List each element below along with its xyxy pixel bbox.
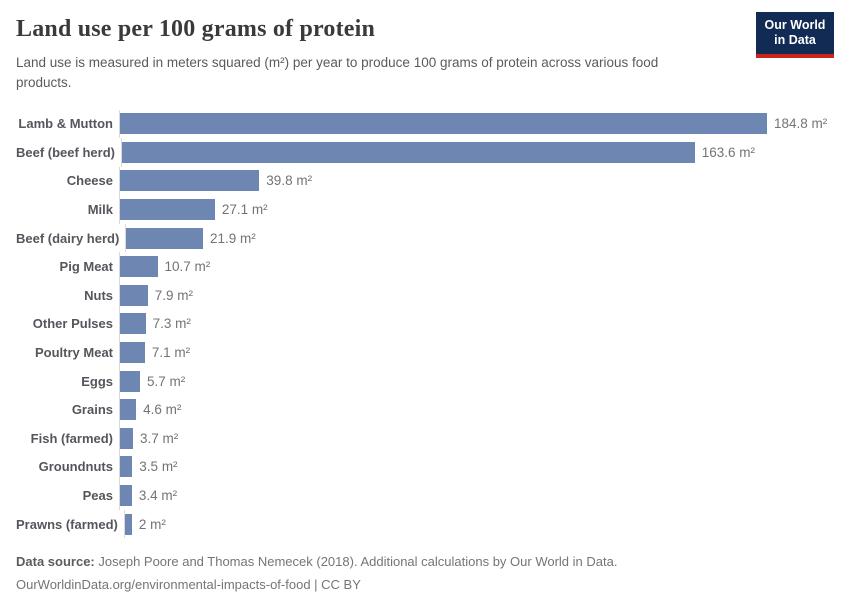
value-label: 2 m² — [138, 516, 166, 532]
chart-footer: Data source: Joseph Poore and Thomas Nem… — [16, 551, 834, 597]
value-label: 10.7 m² — [164, 259, 211, 275]
bar-cheese[interactable] — [120, 170, 260, 192]
category-label: Lamb & Mutton — [18, 116, 113, 132]
value-label: 3.5 m² — [139, 459, 178, 475]
bar-poultry-meat[interactable] — [120, 342, 145, 364]
bar-other-pulses[interactable] — [120, 313, 146, 335]
category-label: Prawns (farmed) — [16, 516, 118, 532]
category-label: Milk — [87, 202, 113, 218]
data-source-line: Data source: Joseph Poore and Thomas Nem… — [16, 551, 834, 574]
page-title: Land use per 100 grams of protein — [16, 16, 376, 42]
bar-beef-beef-herd[interactable] — [121, 141, 695, 163]
bar-area: 3.5 m² — [119, 452, 834, 482]
value-label: 39.8 m² — [266, 173, 313, 189]
category-label: Fish (farmed) — [30, 430, 113, 446]
value-label: 7.3 m² — [152, 316, 191, 332]
bar-nuts[interactable] — [120, 284, 148, 306]
category-label: Grains — [71, 402, 113, 418]
category-label: Poultry Meat — [34, 345, 113, 361]
bar-area: 184.8 m² — [119, 109, 834, 139]
bar-area: 7.9 m² — [119, 281, 834, 310]
chart-row: Peas 3.4 m² — [16, 481, 834, 510]
bar-area: 27.1 m² — [119, 195, 834, 224]
owid-logo-line1: Our World — [764, 18, 826, 32]
bar-groundnuts[interactable] — [120, 456, 133, 478]
category-label: Peas — [82, 488, 113, 504]
bar-area: 2 m² — [123, 509, 834, 539]
bar-lamb-mutton[interactable] — [120, 113, 767, 135]
bar-area: 21.9 m² — [125, 223, 834, 253]
value-label: 7.1 m² — [151, 345, 191, 361]
owid-logo[interactable]: Our World in Data — [756, 12, 834, 58]
bar-area: 3.4 m² — [119, 481, 834, 510]
bar-fish-farmed[interactable] — [120, 427, 133, 449]
bar-milk[interactable] — [120, 199, 215, 221]
category-label: Eggs — [81, 373, 113, 389]
chart-row: Fish (farmed) 3.7 m² — [16, 424, 834, 453]
data-source-text: Joseph Poore and Thomas Nemecek (2018). … — [98, 554, 618, 570]
value-label: 21.9 m² — [210, 230, 256, 246]
value-label: 3.4 m² — [138, 488, 178, 504]
chart-row: Grains 4.6 m² — [16, 395, 834, 425]
bar-peas[interactable] — [120, 485, 132, 507]
chart-row: Cheese 39.8 m² — [16, 166, 834, 196]
chart-row: Eggs 5.7 m² — [16, 366, 834, 396]
value-label: 163.6 m² — [701, 144, 756, 160]
category-label: Other Pulses — [32, 316, 113, 332]
value-label: 4.6 m² — [143, 402, 182, 418]
category-label: Pig Meat — [59, 259, 113, 275]
bar-chart: Lamb & Mutton 184.8 m² Beef (beef herd) 163… — [16, 109, 834, 539]
category-label: Beef (beef herd) — [16, 144, 115, 160]
data-source-label: Data source: — [16, 554, 95, 570]
chart-row: Lamb & Mutton 184.8 m² — [16, 109, 834, 139]
bar-eggs[interactable] — [120, 370, 140, 392]
value-label: 7.9 m² — [154, 287, 193, 303]
chart-subtitle: Land use is measured in meters squared (… — [16, 55, 659, 91]
chart-row: Prawns (farmed) 2 m² — [16, 509, 834, 539]
category-label: Beef (dairy herd) — [16, 230, 120, 246]
chart-row: Beef (dairy herd) 21.9 m² — [16, 223, 834, 253]
bar-area: 10.7 m² — [119, 252, 834, 282]
chart-row: Groundnuts 3.5 m² — [16, 452, 834, 482]
value-label: 27.1 m² — [221, 202, 268, 218]
category-label: Groundnuts — [38, 459, 113, 475]
bar-area: 4.6 m² — [119, 395, 834, 425]
bar-prawns-farmed[interactable] — [124, 513, 132, 535]
bar-area: 39.8 m² — [119, 166, 834, 196]
category-label: Nuts — [84, 287, 113, 303]
bar-area: 3.7 m² — [119, 424, 834, 453]
bar-beef-dairy-herd[interactable] — [126, 227, 203, 249]
category-label: Cheese — [66, 173, 113, 189]
footer-link[interactable]: OurWorldinData.org/environmental-impacts… — [16, 577, 361, 593]
chart-row: Beef (beef herd) 163.6 m² — [16, 138, 834, 167]
chart-header: Land use per 100 grams of protein Land u… — [16, 12, 834, 94]
bar-area: 163.6 m² — [120, 138, 834, 167]
bar-grains[interactable] — [120, 399, 137, 421]
value-label: 5.7 m² — [147, 373, 186, 389]
bar-area: 5.7 m² — [119, 366, 834, 396]
chart-row: Other Pulses 7.3 m² — [16, 309, 834, 339]
owid-logo-line2: in Data — [774, 32, 816, 47]
chart-row: Pig Meat 10.7 m² — [16, 252, 834, 282]
value-label: 3.7 m² — [140, 430, 179, 446]
chart-row: Nuts 7.9 m² — [16, 281, 834, 310]
chart-row: Milk 27.1 m² — [16, 195, 834, 224]
chart-row: Poultry Meat 7.1 m² — [16, 338, 834, 367]
bar-area: 7.1 m² — [119, 338, 834, 367]
bar-pig-meat[interactable] — [120, 256, 158, 278]
bar-area: 7.3 m² — [119, 309, 834, 339]
value-label: 184.8 m² — [774, 116, 828, 132]
